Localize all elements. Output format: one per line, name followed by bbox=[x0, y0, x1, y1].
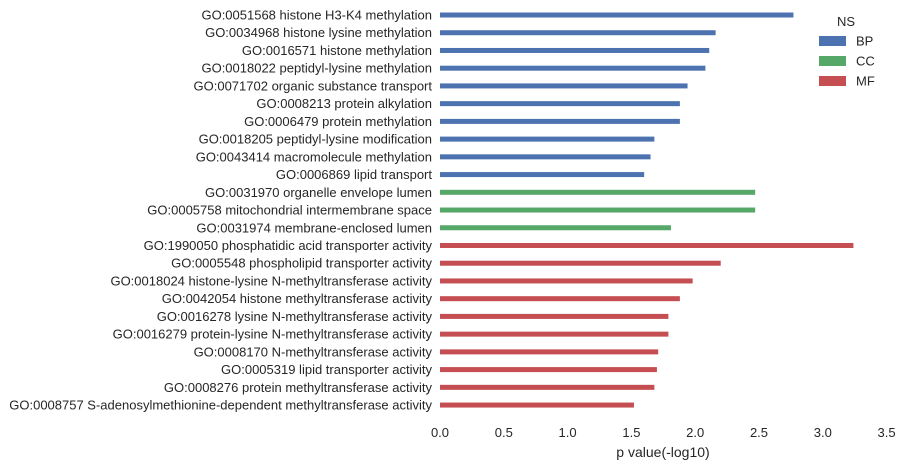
bar-mf bbox=[440, 242, 854, 248]
x-tick-label: 2.0 bbox=[686, 425, 704, 440]
x-tick-label: 1.5 bbox=[622, 425, 640, 440]
x-tick-label: 2.5 bbox=[750, 425, 768, 440]
category-label: GO:0005758 mitochondrial intermembrane s… bbox=[147, 203, 432, 218]
bar-mf bbox=[440, 296, 680, 302]
bar-cc bbox=[440, 207, 756, 213]
category-label: GO:0006479 protein methylation bbox=[244, 114, 432, 129]
x-tick-label: 3.5 bbox=[878, 425, 896, 440]
bar-bp bbox=[440, 65, 706, 71]
bar-bp bbox=[440, 118, 680, 124]
category-label: GO:0031974 membrane-enclosed lumen bbox=[196, 220, 432, 235]
category-label: GO:0042054 histone methyltransferase act… bbox=[162, 291, 433, 306]
x-tick-label: 0.0 bbox=[431, 425, 449, 440]
bar-bp bbox=[440, 30, 716, 36]
category-label: GO:0016279 protein-lysine N-methyltransf… bbox=[113, 327, 433, 342]
category-label: GO:0005548 phospholipid transporter acti… bbox=[171, 256, 432, 271]
x-tick-label: 0.5 bbox=[495, 425, 513, 440]
bar-mf bbox=[440, 349, 659, 355]
category-label: GO:0005319 lipid transporter activity bbox=[221, 362, 432, 377]
bar-mf bbox=[440, 402, 634, 408]
bar-bp bbox=[440, 154, 651, 160]
category-label: GO:0031970 organelle envelope lumen bbox=[205, 185, 432, 200]
category-label: GO:0016278 lysine N-methyltransferase ac… bbox=[157, 309, 433, 324]
bar-mf bbox=[440, 278, 693, 284]
legend-label-bp: BP bbox=[856, 34, 873, 49]
bar-cc bbox=[440, 189, 756, 195]
bar-mf bbox=[440, 260, 721, 266]
bar-bp bbox=[440, 101, 680, 107]
bar-mf bbox=[440, 331, 669, 337]
category-label: GO:0051568 histone H3-K4 methylation bbox=[201, 8, 432, 23]
category-label: GO:0008276 protein methyltransferase act… bbox=[164, 380, 433, 395]
bar-bp bbox=[440, 47, 710, 53]
category-label: GO:1990050 phosphatidic acid transporter… bbox=[144, 238, 433, 253]
category-label: GO:0008757 S-adenosylmethionine-dependen… bbox=[9, 398, 432, 413]
category-label: GO:0008170 N-methyltransferase activity bbox=[194, 344, 433, 359]
category-label: GO:0006869 lipid transport bbox=[276, 167, 432, 182]
category-label: GO:0008213 protein alkylation bbox=[256, 96, 432, 111]
legend-swatch-mf bbox=[819, 76, 846, 86]
bar-bp bbox=[440, 12, 794, 18]
category-label: GO:0043414 macromolecule methylation bbox=[196, 149, 432, 164]
legend-label-cc: CC bbox=[856, 54, 875, 69]
legend-title: NS bbox=[837, 14, 855, 29]
bar-bp bbox=[440, 136, 655, 142]
category-label: GO:0018205 peptidyl-lysine modification bbox=[199, 132, 432, 147]
x-tick-label: 3.0 bbox=[814, 425, 832, 440]
category-label: GO:0018022 peptidyl-lysine methylation bbox=[201, 61, 432, 76]
category-label: GO:0071702 organic substance transport bbox=[194, 78, 433, 93]
bar-cc bbox=[440, 225, 671, 231]
legend-swatch-cc bbox=[819, 56, 846, 66]
x-tick-label: 1.0 bbox=[559, 425, 577, 440]
bar-mf bbox=[440, 384, 655, 390]
category-label: GO:0016571 histone methylation bbox=[242, 43, 432, 58]
bar-bp bbox=[440, 172, 645, 178]
category-label: GO:0018024 histone-lysine N-methyltransf… bbox=[110, 273, 432, 288]
legend-swatch-bp bbox=[819, 36, 846, 46]
legend-label-mf: MF bbox=[856, 74, 875, 89]
bar-mf bbox=[440, 313, 669, 319]
bar-bp bbox=[440, 83, 688, 89]
x-axis-title: p value(-log10) bbox=[616, 444, 709, 460]
category-label: GO:0034968 histone lysine methylation bbox=[205, 25, 432, 40]
bar-mf bbox=[440, 367, 657, 373]
